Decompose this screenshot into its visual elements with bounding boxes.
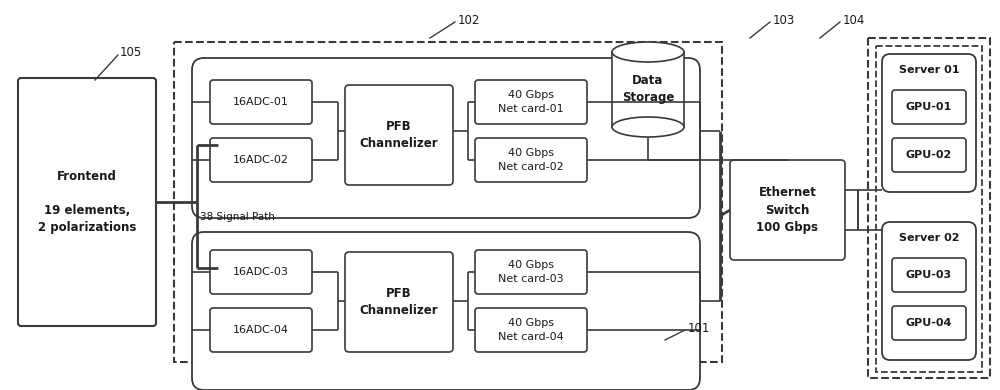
Text: 40 Gbps
Net card-01: 40 Gbps Net card-01 xyxy=(498,90,564,113)
FancyBboxPatch shape xyxy=(345,85,453,185)
FancyBboxPatch shape xyxy=(475,250,587,294)
FancyBboxPatch shape xyxy=(345,252,453,352)
FancyBboxPatch shape xyxy=(892,138,966,172)
Text: Ethernet
Switch
100 Gbps: Ethernet Switch 100 Gbps xyxy=(757,186,818,234)
FancyBboxPatch shape xyxy=(210,138,312,182)
Text: Frontend

19 elements,
2 polarizations: Frontend 19 elements, 2 polarizations xyxy=(38,170,136,234)
FancyBboxPatch shape xyxy=(892,258,966,292)
Text: Data
Storage: Data Storage xyxy=(622,74,674,105)
Text: 104: 104 xyxy=(843,14,865,27)
Text: 105: 105 xyxy=(120,46,142,58)
Text: 103: 103 xyxy=(773,14,795,27)
FancyBboxPatch shape xyxy=(192,58,700,218)
Ellipse shape xyxy=(612,117,684,137)
FancyBboxPatch shape xyxy=(192,232,700,390)
Text: Server 02: Server 02 xyxy=(899,233,959,243)
Text: 16ADC-02: 16ADC-02 xyxy=(233,155,289,165)
FancyBboxPatch shape xyxy=(475,308,587,352)
Text: 16ADC-01: 16ADC-01 xyxy=(233,97,289,107)
Bar xyxy=(868,38,990,378)
Text: 101: 101 xyxy=(688,321,710,335)
FancyBboxPatch shape xyxy=(892,306,966,340)
Text: 40 Gbps
Net card-04: 40 Gbps Net card-04 xyxy=(498,318,564,342)
Text: 38 Signal Path: 38 Signal Path xyxy=(200,212,275,222)
FancyBboxPatch shape xyxy=(475,138,587,182)
Text: GPU-04: GPU-04 xyxy=(906,318,952,328)
FancyBboxPatch shape xyxy=(210,308,312,352)
FancyBboxPatch shape xyxy=(210,80,312,124)
FancyBboxPatch shape xyxy=(892,90,966,124)
FancyBboxPatch shape xyxy=(882,222,976,360)
Bar xyxy=(876,46,982,372)
Text: PFB
Channelizer: PFB Channelizer xyxy=(360,120,438,150)
Text: GPU-02: GPU-02 xyxy=(906,150,952,160)
Text: 16ADC-03: 16ADC-03 xyxy=(233,267,289,277)
Text: PFB
Channelizer: PFB Channelizer xyxy=(360,287,438,317)
FancyBboxPatch shape xyxy=(475,80,587,124)
Text: 16ADC-04: 16ADC-04 xyxy=(233,325,289,335)
Text: 102: 102 xyxy=(458,14,480,27)
Text: 40 Gbps
Net card-02: 40 Gbps Net card-02 xyxy=(498,149,564,172)
FancyBboxPatch shape xyxy=(730,160,845,260)
Text: GPU-01: GPU-01 xyxy=(906,102,952,112)
Ellipse shape xyxy=(612,42,684,62)
Text: Server 01: Server 01 xyxy=(899,65,959,75)
FancyBboxPatch shape xyxy=(210,250,312,294)
Bar xyxy=(174,42,722,362)
Bar xyxy=(612,52,684,127)
FancyBboxPatch shape xyxy=(18,78,156,326)
Text: GPU-03: GPU-03 xyxy=(906,270,952,280)
Text: 40 Gbps
Net card-03: 40 Gbps Net card-03 xyxy=(498,261,564,284)
FancyBboxPatch shape xyxy=(882,54,976,192)
